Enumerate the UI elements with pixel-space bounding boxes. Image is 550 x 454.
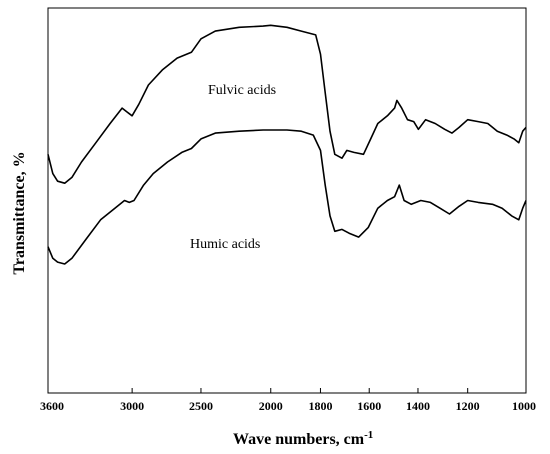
x-axis-title-superscript: -1 — [364, 429, 373, 441]
series-layer — [47, 24, 527, 265]
x-tick-label: 1800 — [308, 399, 332, 413]
x-tick-label: 2000 — [259, 399, 283, 413]
plot-frame — [47, 7, 527, 394]
x-tick-label: 1200 — [456, 399, 480, 413]
series-line-fulvic-acids — [47, 24, 527, 184]
annotation-humic-acids: Humic acids — [190, 237, 260, 252]
y-axis-title: Transmittance, % — [11, 151, 28, 274]
x-tick-label: 2500 — [189, 399, 213, 413]
x-tick-label: 3600 — [40, 399, 64, 413]
x-tick-label: 1400 — [406, 399, 430, 413]
x-tick-label: 1600 — [357, 399, 381, 413]
annotation-fulvic-acids: Fulvic acids — [208, 83, 276, 98]
x-axis-ticks: 3600 3000 2500 2000 1800 1600 1400 1200 1000 — [40, 388, 536, 413]
x-tick-label: 3000 — [120, 399, 144, 413]
x-axis-title: Wave numbers, cm-1 — [233, 429, 373, 448]
series-line-humic-acids — [47, 129, 527, 265]
x-tick-label: 1000 — [512, 399, 536, 413]
